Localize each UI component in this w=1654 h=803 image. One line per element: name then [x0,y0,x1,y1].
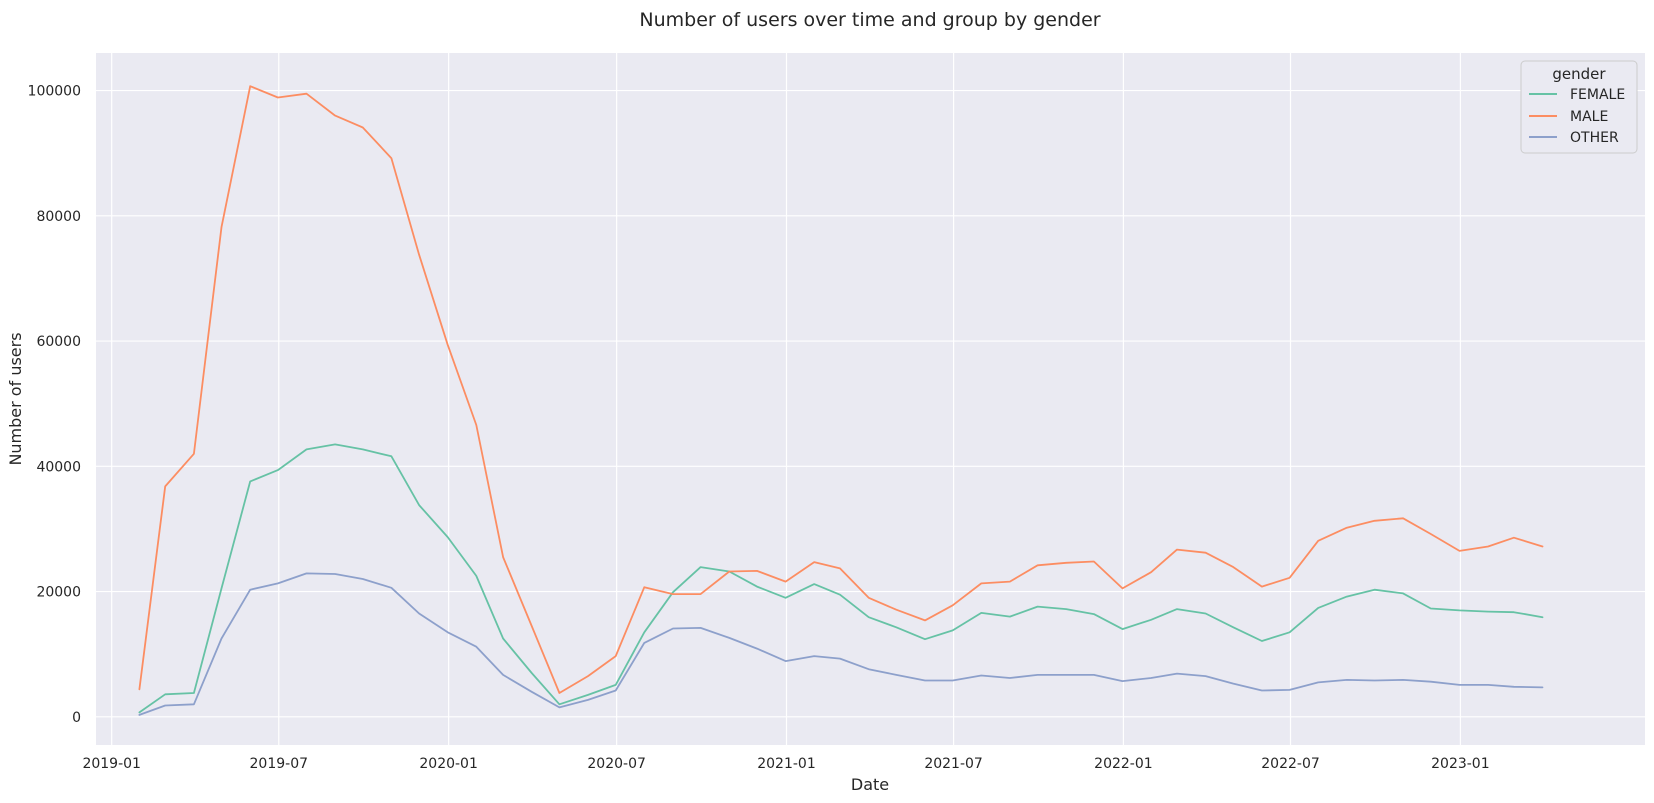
x-tick-label: 2021-07 [924,756,983,772]
x-tick-label: 2019-07 [250,756,309,772]
x-tick-label: 2023-01 [1431,756,1490,772]
tick-labels: 2019-01 2019-07 2020-01 2020-07 2021-01 2021-… [28,84,1490,772]
chart-title: Number of users over time and group by g… [639,9,1100,31]
series-line-female [138,443,1544,714]
x-tick-label: 2022-07 [1261,756,1320,772]
x-tick-label: 2020-01 [419,756,478,772]
y-tick-label: 20000 [36,585,81,601]
y-tick-label: 80000 [36,209,81,225]
legend-label-male: MALE [1570,109,1608,125]
series-line-other [138,572,1544,716]
y-tick-label: 40000 [36,459,81,475]
y-tick-label: 60000 [36,334,81,350]
series-group [138,85,1544,716]
series-line-male [138,85,1544,694]
x-axis-label: Date [851,775,889,794]
y-tick-label: 0 [72,710,81,726]
x-tick-label: 2021-01 [757,756,816,772]
legend-label-other: OTHER [1570,130,1619,146]
y-axis-label: Number of users [6,332,25,465]
legend-box [1520,60,1638,154]
x-tick-label: 2019-01 [82,756,141,772]
legend-title: gender [1552,65,1606,83]
x-tick-label: 2022-01 [1094,756,1153,772]
legend-label-female: FEMALE [1570,87,1625,103]
plot-area [96,53,1645,745]
x-tick-label: 2020-07 [587,756,646,772]
legend: gender FEMALE MALE OTHER [1520,60,1638,154]
y-tick-label: 100000 [28,84,81,100]
